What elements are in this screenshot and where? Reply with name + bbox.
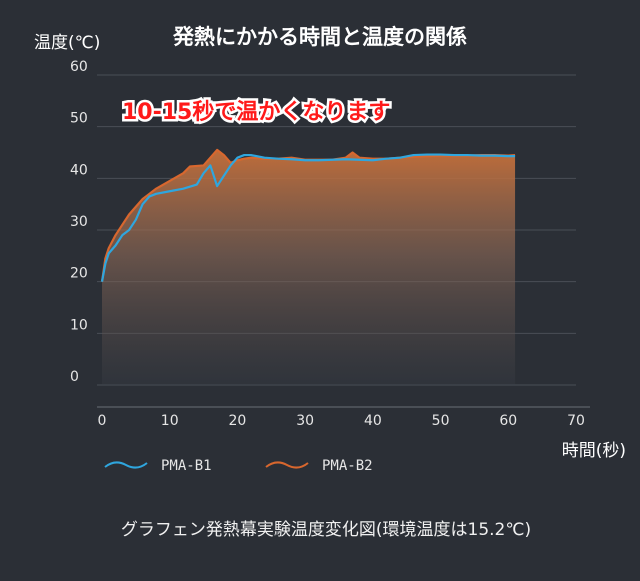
x-tick-label-70: 70	[567, 413, 585, 429]
x-axis-ticks: 0 10 20 30 40 50 60 70	[98, 413, 585, 429]
figure-caption: グラフェン発熱幕実験温度変化図(環境温度は15.2℃)	[121, 520, 531, 540]
legend-label-PMA-B2: PMA-B2	[322, 458, 373, 474]
series-area-PMA-B2	[102, 149, 516, 385]
y-tick-label-40: 40	[70, 162, 88, 178]
x-tick-label-60: 60	[499, 413, 517, 429]
legend-swatch-PMA-B1	[104, 461, 148, 469]
x-tick-label-0: 0	[98, 413, 107, 429]
y-tick-label-50: 50	[70, 111, 88, 127]
y-axis-ticks: 0 10 20 30 40 50 60	[70, 59, 88, 385]
series-line-PMA-B2	[100, 148, 516, 282]
x-tick-label-20: 20	[229, 413, 247, 429]
y-tick-label-20: 20	[70, 266, 88, 282]
legend: PMA-B1 PMA-B2	[104, 458, 373, 474]
plot-area	[100, 148, 516, 385]
y-tick-label-60: 60	[70, 59, 88, 75]
series-line-PMA-B1	[100, 153, 516, 282]
y-axis-label: 温度(℃)	[34, 33, 100, 53]
y-tick-label-30: 30	[70, 214, 88, 230]
y-tick-label-10: 10	[70, 317, 88, 333]
x-tick-label-10: 10	[161, 413, 179, 429]
legend-label-PMA-B1: PMA-B1	[161, 458, 212, 474]
legend-swatch-PMA-B2	[265, 461, 309, 469]
x-tick-label-40: 40	[364, 413, 382, 429]
y-tick-label-0: 0	[70, 369, 79, 385]
annotation-callout: 10-15秒で温かくなります	[122, 100, 390, 125]
x-tick-label-30: 30	[296, 413, 314, 429]
x-axis-label: 時間(秒)	[562, 441, 626, 461]
x-tick-label-50: 50	[432, 413, 450, 429]
chart-title: 発熱にかかる時間と温度の関係	[172, 25, 467, 49]
